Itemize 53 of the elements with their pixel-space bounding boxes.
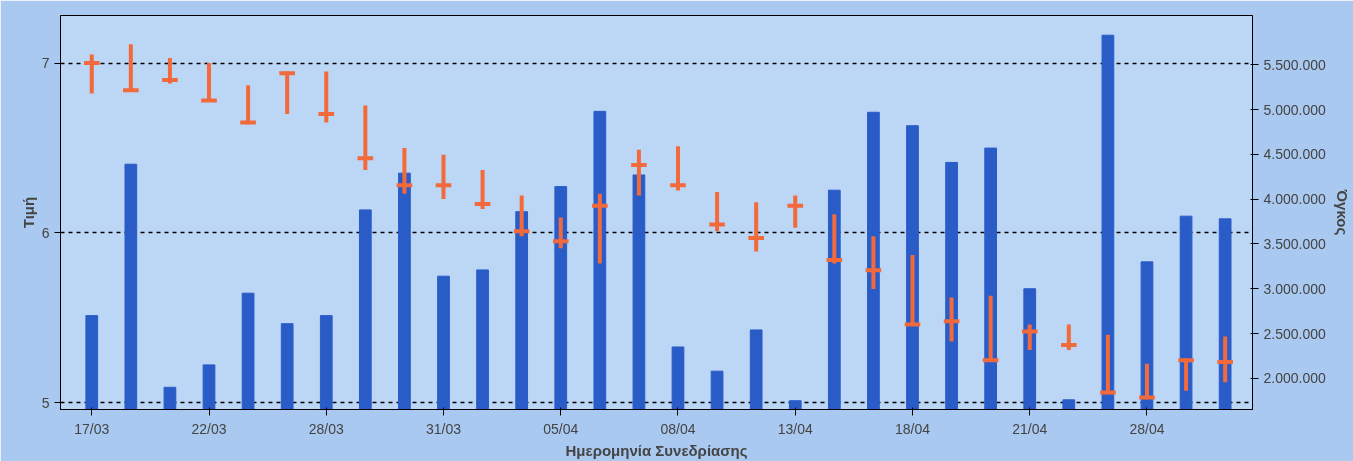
candlestick	[785, 195, 806, 228]
y2-tick-label: 4.000.000	[1263, 191, 1326, 208]
y2-tick-label: 3.500.000	[1263, 235, 1326, 252]
candlestick	[394, 147, 415, 194]
candlestick	[550, 217, 571, 249]
candlestick	[1137, 363, 1157, 400]
x-tick-label: 28/04	[1129, 420, 1165, 437]
candlestick	[277, 71, 297, 114]
candlestick	[238, 85, 258, 125]
candlestick	[824, 214, 845, 264]
x-tick-label: 22/03	[191, 420, 227, 437]
x-tick-label: 05/04	[543, 420, 579, 437]
y2-tick-label: 5.000.000	[1263, 101, 1326, 118]
x-tick-label: 08/04	[660, 420, 696, 437]
x-tick-label: 17/03	[74, 420, 110, 437]
x-tick-label: 31/03	[425, 420, 462, 437]
candlestick	[1215, 336, 1235, 383]
candlestick	[902, 254, 923, 327]
candlestick	[1176, 358, 1196, 391]
candlestick	[668, 146, 688, 191]
x-axis-title: Ημερομηνία Συνεδρίασης	[565, 441, 748, 459]
x-tick-label: 21/04	[1012, 420, 1048, 437]
candlestick	[1059, 324, 1079, 351]
candlestick	[629, 149, 649, 196]
y2-tick-label: 3.000.000	[1263, 280, 1326, 297]
x-tick-label: 28/03	[308, 420, 344, 437]
candlestick	[472, 170, 493, 210]
candlestick	[433, 154, 454, 199]
y-tick-label: 6	[41, 224, 50, 241]
candlestick	[121, 44, 141, 93]
y-tick-label: 5	[41, 394, 50, 411]
candlestick	[160, 57, 180, 84]
candlestick	[81, 54, 102, 94]
y2-tick-label: 5.500.000	[1263, 56, 1326, 73]
y2-tick-label: 2.500.000	[1263, 325, 1326, 342]
y-axis-title: Τιμή	[19, 196, 37, 229]
candlestick	[1019, 324, 1040, 351]
candlestick	[590, 193, 610, 264]
y2-axis-title: Όγκος	[1333, 188, 1351, 236]
candlestick	[199, 63, 219, 103]
candlestick	[746, 202, 766, 252]
y2-tick-label: 4.500.000	[1263, 146, 1326, 163]
candlestick	[941, 297, 962, 342]
candlestick	[355, 105, 376, 171]
y-tick-label: 7	[41, 55, 50, 72]
candlestick	[707, 192, 727, 232]
candlestick	[1098, 334, 1118, 395]
candlestick	[863, 236, 884, 289]
candlestick	[316, 71, 337, 123]
candlestick	[511, 195, 532, 237]
x-tick-label: 18/04	[894, 420, 931, 437]
x-tick-label: 13/04	[777, 420, 813, 437]
y2-tick-label: 2.000.000	[1263, 370, 1326, 387]
